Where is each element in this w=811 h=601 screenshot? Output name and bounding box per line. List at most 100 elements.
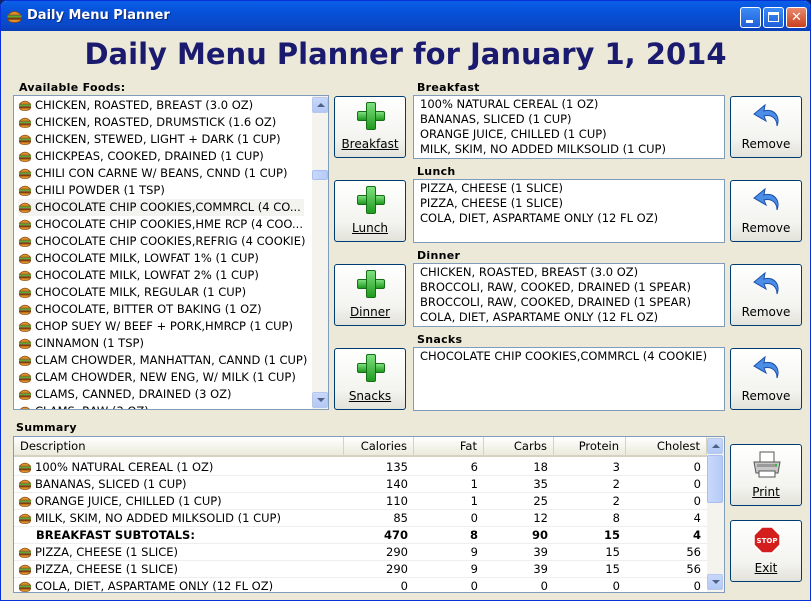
food-list-item[interactable]: CHOCOLATE MILK, REGULAR (1 CUP) [18,284,304,301]
summary-table[interactable]: Description Calories Fat Carbs Protein Choles… [13,436,725,593]
food-item-label: CHOCOLATE MILK, LOWFAT 2% (1 CUP) [35,268,259,282]
table-cell: 9 [470,545,478,559]
meal-list-item[interactable]: BROCCOLI, RAW, COOKED, DRAINED (1 SPEAR) [420,295,692,309]
summary-scrollbar[interactable] [707,437,724,592]
food-list-item[interactable]: CHICKPEAS, COOKED, DRAINED (1 CUP) [18,148,304,165]
printer-icon [753,451,781,478]
remove-button-label: Remove [741,389,791,403]
table-cell: 0 [540,579,548,593]
remove-button-label: Remove [741,137,791,151]
food-list-item[interactable]: CLAM CHOWDER, MANHATTAN, CANND (1 CUP) [18,352,308,369]
remove-from-breakfast-button[interactable]: Remove [730,96,802,158]
table-cell: 56 [686,545,701,559]
food-list-item[interactable]: CINNAMON (1 TSP) [18,335,304,352]
burger-icon [18,134,32,145]
summary-scroll-thumb[interactable] [707,455,723,503]
stop-sign-text: STOP [757,537,778,545]
table-cell: 35 [533,477,548,491]
meal-list-item[interactable]: PIZZA, CHEESE (1 SLICE) [420,181,564,195]
meal-list-item[interactable]: 100% NATURAL CEREAL (1 OZ) [420,97,599,111]
close-button[interactable]: ✕ [786,7,807,28]
add-to-breakfast-button[interactable]: Breakfast [334,96,406,158]
lunch-list[interactable]: PIZZA, CHEESE (1 SLICE) PIZZA, CHEESE (1 … [413,179,725,243]
column-header[interactable]: Cholest [626,437,707,457]
exit-button[interactable]: STOP Exit [730,520,802,582]
print-button-label: Print [752,485,780,499]
column-header[interactable]: Calories [344,437,414,457]
burger-icon [18,513,32,524]
summary-scroll-up-button[interactable] [707,438,723,454]
food-list-item[interactable]: CLAM CHOWDER, NEW ENG, W/ MILK (1 CUP) [18,369,304,386]
column-header[interactable]: Carbs [484,437,554,457]
food-list-item[interactable]: CHICKEN, ROASTED, BREAST (3.0 OZ) [18,97,304,114]
remove-from-dinner-button[interactable]: Remove [730,264,802,326]
lunch-label: Lunch [417,165,456,178]
food-list-item[interactable]: CHOCOLATE CHIP COOKIES,COMMRCL (4 CO... [18,199,304,216]
print-button[interactable]: Print [730,444,802,506]
remove-from-lunch-button[interactable]: Remove [730,180,802,242]
food-list-item[interactable]: CHOCOLATE MILK, LOWFAT 1% (1 CUP) [18,250,304,267]
scroll-thumb[interactable] [312,170,328,180]
meal-list-item[interactable]: CHICKEN, ROASTED, BREAST (3.0 OZ) [420,265,639,279]
subtotal-row[interactable]: BREAKFAST SUBTOTALS: 470 8 90 15 4 [14,527,707,544]
column-header[interactable]: Description [14,437,344,457]
food-list-item[interactable]: CHOCOLATE, BITTER OT BAKING (1 OZ) [18,301,304,318]
snacks-list[interactable]: CHOCOLATE CHIP COOKIES,COMMRCL (4 COOKIE… [413,347,725,411]
food-list-item[interactable]: CHILI CON CARNE W/ BEANS, CNND (1 CUP) [18,165,304,182]
meal-list-item[interactable]: BANANAS, SLICED (1 CUP) [420,112,572,126]
minimize-button[interactable] [740,7,761,28]
chevron-up-icon [317,103,325,107]
chevron-up-icon [712,444,720,448]
burger-icon [18,389,32,400]
food-item-label: CHICKPEAS, COOKED, DRAINED (1 CUP) [35,149,264,163]
add-to-lunch-button[interactable]: Lunch [334,180,406,242]
food-list-item[interactable]: CHILI POWDER (1 TSP) [18,182,304,199]
table-row[interactable]: BANANAS, SLICED (1 CUP) 140 1 35 2 0 [14,476,707,493]
column-header[interactable]: Protein [554,437,626,457]
table-row[interactable]: COLA, DIET, ASPARTAME ONLY (12 FL OZ) 0 0 0… [14,578,707,593]
meal-list-item[interactable]: ORANGE JUICE, CHILLED (1 CUP) [420,127,607,141]
available-foods-scrollbar[interactable] [312,96,328,409]
food-list-item[interactable]: CHOCOLATE CHIP COOKIES,REFRIG (4 COOKIE) [18,233,306,250]
add-button-label: Dinner [349,305,391,319]
food-list-item[interactable]: CHOCOLATE MILK, LOWFAT 2% (1 CUP) [18,267,304,284]
table-row[interactable]: ORANGE JUICE, CHILLED (1 CUP) 110 1 25 2 0 [14,493,707,510]
food-list-item[interactable]: CHICKEN, ROASTED, DRUMSTICK (1.6 OZ) [18,114,304,131]
add-to-dinner-button[interactable]: Dinner [334,264,406,326]
column-header[interactable]: Fat [414,437,484,457]
table-row[interactable]: MILK, SKIM, NO ADDED MILKSOLID (1 CUP) 85… [14,510,707,527]
table-row[interactable]: PIZZA, CHEESE (1 SLICE) 290 9 39 15 56 [14,544,707,561]
scroll-up-button[interactable] [312,97,328,113]
title-bar[interactable]: Daily Menu Planner ✕ [1,1,810,31]
maximize-button[interactable] [763,7,784,28]
meal-list-item[interactable]: CHOCOLATE CHIP COOKIES,COMMRCL (4 COOKIE… [420,349,708,363]
meal-list-item[interactable]: BROCCOLI, RAW, COOKED, DRAINED (1 SPEAR) [420,280,692,294]
meal-list-item[interactable]: COLA, DIET, ASPARTAME ONLY (12 FL OZ) [420,310,659,324]
food-list-item[interactable]: CHOP SUEY W/ BEEF + PORK,HMRCP (1 CUP) [18,318,304,335]
food-list-item[interactable]: CLAMS, RAW (3 OZ) [18,403,304,409]
table-cell: 470 [383,528,408,542]
meal-list-item[interactable]: PIZZA, CHEESE (1 SLICE) [420,196,564,210]
scroll-down-button[interactable] [312,392,328,408]
food-item-label: CLAM CHOWDER, MANHATTAN, CANND (1 CUP) [35,353,308,367]
food-item-label: CHOCOLATE CHIP COOKIES,REFRIG (4 COOKIE) [35,234,306,248]
meal-list-item[interactable]: MILK, SKIM, NO ADDED MILKSOLID (1 CUP) [420,142,666,156]
table-row[interactable]: PIZZA, CHEESE (1 SLICE) 290 9 39 15 56 [14,561,707,578]
table-row[interactable]: 100% NATURAL CEREAL (1 OZ) 135 6 18 3 0 [14,459,707,476]
burger-icon [18,287,32,298]
available-foods-list[interactable]: CHICKEN, ROASTED, BREAST (3.0 OZ) CHICKEN… [13,95,329,410]
summary-scroll-down-button[interactable] [707,574,723,590]
food-list-item[interactable]: CHICKEN, STEWED, LIGHT + DARK (1 CUP) [18,131,304,148]
table-cell: ORANGE JUICE, CHILLED (1 CUP) [14,493,344,510]
dinner-list[interactable]: CHICKEN, ROASTED, BREAST (3.0 OZ) BROCCOL… [413,263,725,327]
breakfast-list[interactable]: 100% NATURAL CEREAL (1 OZ) BANANAS, SLICE… [413,95,725,159]
burger-icon [18,219,32,230]
table-cell: 0 [693,579,701,593]
meal-list-item[interactable]: COLA, DIET, ASPARTAME ONLY (12 FL OZ) [420,211,659,225]
plus-bar [366,270,376,298]
add-to-snacks-button[interactable]: Snacks [334,348,406,410]
cell-text: COLA, DIET, ASPARTAME ONLY (12 FL OZ) [35,579,274,593]
food-list-item[interactable]: CLAMS, CANNED, DRAINED (3 OZ) [18,386,304,403]
food-list-item[interactable]: CHOCOLATE CHIP COOKIES,HME RCP (4 COO... [18,216,304,233]
remove-from-snacks-button[interactable]: Remove [730,348,802,410]
